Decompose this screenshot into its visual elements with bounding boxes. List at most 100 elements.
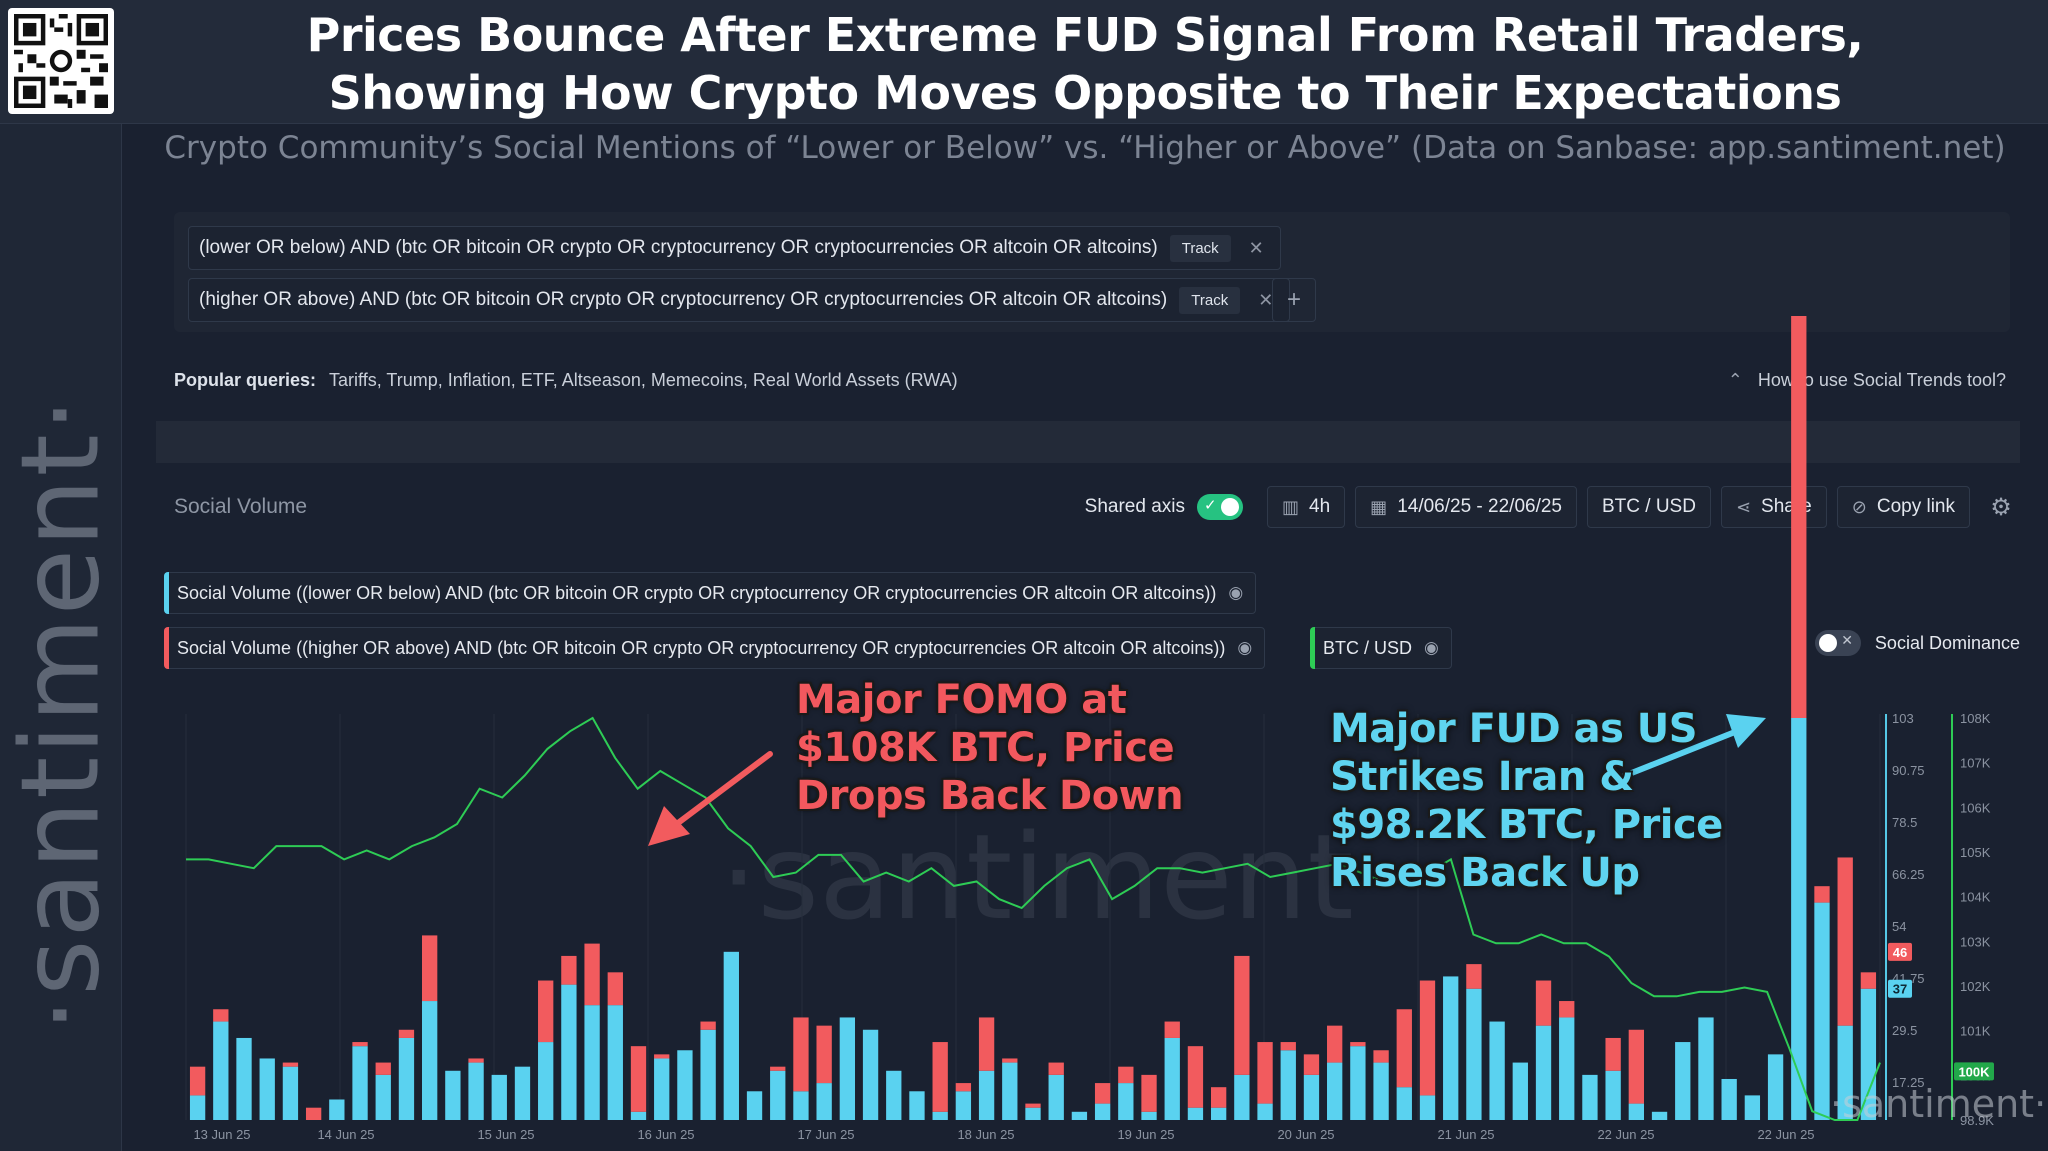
bar-lower-or-below bbox=[978, 1070, 995, 1120]
santiment-watermark-corner: ·santiment· bbox=[1830, 1082, 2047, 1126]
close-icon[interactable]: ✕ bbox=[1258, 289, 1274, 310]
bar-lower-or-below bbox=[839, 1017, 856, 1120]
add-query-button[interactable]: + bbox=[1272, 278, 1316, 322]
bar-lower-or-below bbox=[793, 1091, 809, 1120]
how-to-link[interactable]: ⌃ How to use Social Trends tool? bbox=[1728, 370, 2006, 391]
gear-icon[interactable]: ⚙ bbox=[1990, 493, 2012, 521]
bar-lower-or-below bbox=[584, 1005, 600, 1120]
bar-higher-or-above bbox=[1559, 1001, 1575, 1018]
legend-btc-usd[interactable]: BTC / USD ◉ bbox=[1310, 627, 1452, 669]
bar-higher-or-above bbox=[305, 1107, 322, 1120]
bar-lower-or-below bbox=[677, 1050, 693, 1120]
interval-button[interactable]: ▥ 4h bbox=[1267, 486, 1346, 528]
bar-higher-or-above bbox=[538, 980, 554, 1043]
track-button[interactable]: Track bbox=[1179, 286, 1241, 314]
bar-lower-or-below bbox=[1094, 1103, 1111, 1120]
price-axis-tick: 102K bbox=[1960, 979, 1991, 994]
bar-lower-or-below bbox=[1605, 1070, 1621, 1120]
fud-arrow-head bbox=[1726, 714, 1766, 748]
eye-icon[interactable]: ◉ bbox=[1424, 638, 1439, 657]
bar-higher-or-above bbox=[213, 1009, 229, 1022]
query-text[interactable]: (lower OR below) AND (btc OR bitcoin OR … bbox=[199, 237, 1158, 258]
bar-lower-or-below bbox=[421, 1001, 438, 1120]
share-button[interactable]: ⋖ Share bbox=[1720, 486, 1827, 528]
bar-higher-or-above bbox=[955, 1083, 972, 1092]
title-line-1: Prices Bounce After Extreme FUD Signal F… bbox=[306, 8, 1864, 62]
bar-higher-or-above bbox=[1048, 1062, 1064, 1075]
bar-higher-or-above bbox=[1234, 955, 1250, 1075]
page-title: Prices Bounce After Extreme FUD Signal F… bbox=[122, 6, 2048, 122]
bar-higher-or-above bbox=[1860, 972, 1877, 989]
chevron-up-icon: ⌃ bbox=[1727, 370, 1743, 390]
shared-axis-control[interactable]: Shared axis ✓ bbox=[1071, 486, 1257, 528]
bar-lower-or-below bbox=[538, 1042, 554, 1120]
chart-subtitle: Crypto Community’s Social Mentions of “L… bbox=[164, 130, 2006, 166]
shared-axis-label: Shared axis bbox=[1084, 496, 1186, 517]
bar-lower-or-below bbox=[1350, 1046, 1366, 1120]
price-axis-tick: 101K bbox=[1960, 1024, 1991, 1039]
bar-higher-or-above bbox=[1605, 1037, 1621, 1071]
bar-higher-or-above bbox=[1373, 1050, 1389, 1063]
eye-icon[interactable]: ◉ bbox=[1237, 638, 1253, 657]
bar-higher-or-above bbox=[1094, 1083, 1111, 1104]
pair-button[interactable]: BTC / USD bbox=[1587, 486, 1711, 528]
volume-axis-tick: 90.75 bbox=[1892, 763, 1925, 778]
volume-axis-tick: 66.25 bbox=[1892, 867, 1925, 882]
bar-lower-or-below bbox=[607, 1005, 623, 1120]
eye-icon[interactable]: ◉ bbox=[1228, 583, 1244, 602]
close-icon: ✕ bbox=[1841, 632, 1853, 648]
bar-higher-or-above bbox=[1187, 1046, 1204, 1108]
bar-lower-or-below bbox=[816, 1083, 832, 1120]
bar-lower-or-below bbox=[1791, 718, 1807, 1120]
bar-higher-or-above bbox=[1814, 886, 1830, 903]
check-icon: ✓ bbox=[1204, 497, 1217, 514]
share-label: Share bbox=[1761, 496, 1812, 517]
candles-icon: ▥ bbox=[1282, 496, 1300, 517]
chart-toolbar: Shared axis ✓ ▥ 4h ▦ 14/06/25 - 22/06/25… bbox=[1071, 486, 2022, 528]
social-volume-title: Social Volume bbox=[174, 495, 308, 518]
how-to-label[interactable]: How to use Social Trends tool? bbox=[1757, 370, 2006, 390]
shared-axis-toggle[interactable]: ✓ bbox=[1197, 494, 1244, 520]
copy-link-button[interactable]: ⊘ Copy link bbox=[1836, 486, 1970, 528]
annotation-line: Drops Back Down bbox=[796, 773, 1184, 819]
fomo-arrow-head bbox=[648, 806, 690, 846]
bar-higher-or-above bbox=[1419, 980, 1436, 1096]
price-axis-tick: 105K bbox=[1960, 845, 1991, 860]
close-icon[interactable]: ✕ bbox=[1248, 237, 1264, 258]
query-row-higher[interactable]: (higher OR above) AND (btc OR bitcoin OR… bbox=[188, 278, 1291, 322]
legend-label: BTC / USD bbox=[1323, 637, 1413, 658]
bar-higher-or-above bbox=[352, 1042, 368, 1047]
bar-lower-or-below bbox=[375, 1074, 391, 1120]
popular-queries-list[interactable]: Tariffs, Trump, Inflation, ETF, Altseaso… bbox=[329, 370, 958, 390]
qr-code-icon bbox=[14, 14, 108, 108]
bar-higher-or-above bbox=[816, 1025, 832, 1084]
annotation-line: Rises Back Up bbox=[1330, 850, 1640, 896]
query-row-lower[interactable]: (lower OR below) AND (btc OR bitcoin OR … bbox=[188, 226, 1281, 270]
bar-higher-or-above bbox=[1257, 1042, 1273, 1104]
legend-color-swatch bbox=[1310, 627, 1315, 669]
price-axis-tick: 103K bbox=[1960, 934, 1991, 949]
legend-higher-or-above[interactable]: Social Volume ((higher OR above) AND (bt… bbox=[164, 627, 1266, 669]
bar-higher-or-above bbox=[932, 1042, 948, 1112]
bar-lower-or-below bbox=[1210, 1107, 1227, 1120]
bar-lower-or-below bbox=[1559, 1017, 1575, 1120]
x-tick-label: 20 Jun 25 bbox=[1277, 1127, 1334, 1142]
bar-lower-or-below bbox=[561, 984, 577, 1120]
badge-btc-last-text: 100K bbox=[1958, 1064, 1990, 1079]
legend-lower-or-below[interactable]: Social Volume ((lower OR below) AND (btc… bbox=[164, 572, 1257, 614]
annotation-line: $108K BTC, Price bbox=[796, 725, 1175, 771]
track-button[interactable]: Track bbox=[1169, 234, 1231, 262]
social-dominance-toggle[interactable]: ✕ bbox=[1814, 630, 1861, 656]
pair-label: BTC / USD bbox=[1602, 496, 1696, 517]
bar-lower-or-below bbox=[491, 1074, 507, 1120]
bar-higher-or-above bbox=[1025, 1103, 1041, 1108]
legend-label: Social Volume ((higher OR above) AND (bt… bbox=[177, 637, 1226, 658]
social-dominance-control[interactable]: ✕ Social Dominance bbox=[1814, 630, 2020, 656]
bar-lower-or-below bbox=[1002, 1062, 1018, 1120]
bar-lower-or-below bbox=[1466, 988, 1482, 1120]
calendar-icon: ▦ bbox=[1370, 496, 1388, 517]
popular-queries-label: Popular queries: bbox=[174, 370, 317, 390]
brand-sidebar: ·santiment· bbox=[0, 124, 124, 1151]
date-range-button[interactable]: ▦ 14/06/25 - 22/06/25 bbox=[1355, 486, 1577, 528]
query-text[interactable]: (higher OR above) AND (btc OR bitcoin OR… bbox=[199, 289, 1168, 310]
